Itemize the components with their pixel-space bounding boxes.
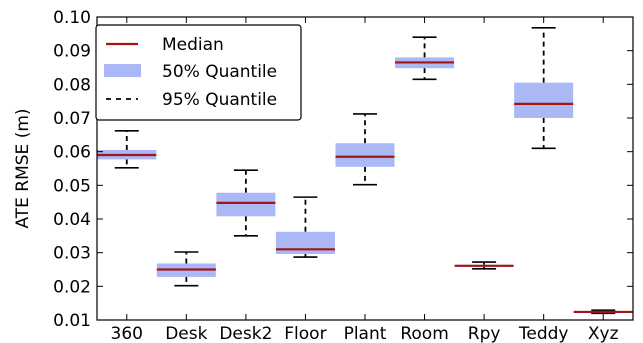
y-tick-label: 0.07 [53,109,91,129]
y-tick-label: 0.08 [53,75,91,95]
legend-median-label: Median [162,35,224,55]
legend-frame [95,24,302,121]
axes: 0.01 0.02 0.03 0.04 0.05 0.06 0.07 0.08 0.09 0.10… [53,8,633,343]
legend-q50-label: 50% Quantile [162,62,277,82]
y-tick-label: 0.05 [53,176,91,196]
plot-area [97,26,633,315]
x-tick-label: Plant [344,324,387,343]
x-tick-label: Floor [284,324,326,343]
x-tick-label: Teddy [518,324,569,343]
box-desk [156,251,216,287]
y-tick-label: 0.09 [53,42,91,62]
box-floor [275,196,335,258]
box-plant-iqr-box [335,143,395,167]
y-tick-label: 0.04 [53,210,91,230]
box-teddy [514,26,574,150]
box-xyz [573,309,633,315]
y-axis-title: ATE RMSE (m) [13,108,33,228]
x-tick-label: Rpy [468,324,501,343]
legend-q95-label: 95% Quantile [162,90,277,110]
x-tick-label: Xyz [588,324,619,343]
y-tick-label: 0.06 [53,143,91,163]
x-tick-label: Desk [165,324,207,343]
x-tick-label: Desk2 [219,324,272,343]
y-tick-label: 0.10 [53,8,91,28]
box-rpy [454,261,514,270]
box-teddy-iqr-box [514,82,574,118]
box-360 [97,129,157,169]
box-desk2-iqr-box [216,192,276,217]
box-plant [335,113,395,186]
legend-q50-swatch [104,64,141,77]
y-tick-label: 0.01 [53,311,91,331]
y-tick-label: 0.02 [53,277,91,297]
y-tick-label: 0.03 [53,244,91,264]
x-tick-label: Room [400,324,448,343]
box-room [395,36,455,81]
box-desk2 [216,169,276,237]
box-floor-iqr-box [275,231,335,255]
legend: Median 50% Quantile 95% Quantile [95,24,302,121]
x-tick-label: 360 [111,324,143,343]
